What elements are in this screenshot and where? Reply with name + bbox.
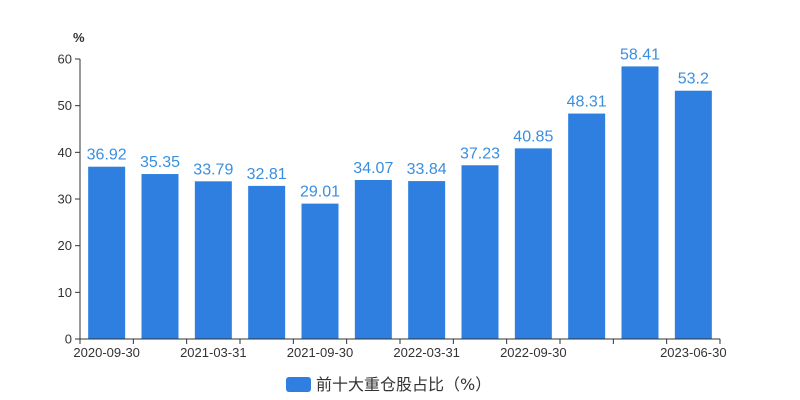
- data-label: 48.31: [567, 94, 607, 111]
- legend-swatch: [286, 377, 311, 392]
- data-label: 32.81: [247, 166, 287, 183]
- data-label: 37.23: [460, 145, 500, 162]
- data-label: 29.01: [300, 184, 340, 201]
- data-label: 33.84: [407, 161, 447, 178]
- bar: [408, 181, 446, 339]
- y-tick-label: 60: [58, 52, 72, 67]
- data-label: 58.41: [620, 46, 660, 63]
- bar: [88, 166, 126, 339]
- bar: [674, 90, 712, 339]
- bar: [301, 203, 339, 339]
- bar: [621, 66, 659, 340]
- y-tick-label: 50: [58, 98, 72, 113]
- bar: [514, 148, 552, 339]
- y-tick-label: 40: [58, 145, 72, 160]
- bar: [461, 165, 499, 339]
- x-tick-label: 2022-03-31: [393, 345, 460, 360]
- x-tick-label: 2020-09-30: [73, 345, 140, 360]
- data-label: 53.2: [678, 71, 709, 88]
- x-axis: 2020-09-30 2021-03-31 2021-09-30 2022-03-31…: [73, 338, 727, 360]
- x-tick-label: 2022-09-30: [500, 345, 567, 360]
- bar: [141, 174, 179, 339]
- x-tick-label: 2021-09-30: [287, 345, 354, 360]
- data-label: 35.35: [140, 154, 180, 171]
- y-tick-label: 30: [58, 192, 72, 207]
- bar: [568, 113, 606, 339]
- y-tick-label: 10: [58, 285, 72, 300]
- legend[interactable]: 前十大重仓股占比（%）: [286, 375, 491, 394]
- data-label: 33.79: [193, 161, 233, 178]
- data-label: 34.07: [353, 160, 393, 177]
- x-tick-label: 2023-06-30: [660, 345, 727, 360]
- y-axis: 0 10 20 30 40 50 60: [58, 52, 81, 347]
- bar: [248, 185, 286, 339]
- bar: [354, 180, 392, 339]
- data-label: 36.92: [87, 147, 127, 164]
- y-axis-unit-label: %: [73, 30, 85, 45]
- bar: [194, 181, 232, 339]
- legend-label: 前十大重仓股占比（%）: [316, 375, 491, 394]
- data-labels: 36.92 35.35 33.79 32.81 29.01 34.07 33.84 37.23…: [87, 46, 709, 200]
- data-label: 40.85: [513, 128, 553, 145]
- y-tick-label: 0: [65, 332, 72, 347]
- y-tick-label: 20: [58, 238, 72, 253]
- bars: [88, 66, 712, 340]
- x-tick-label: 2021-03-31: [180, 345, 247, 360]
